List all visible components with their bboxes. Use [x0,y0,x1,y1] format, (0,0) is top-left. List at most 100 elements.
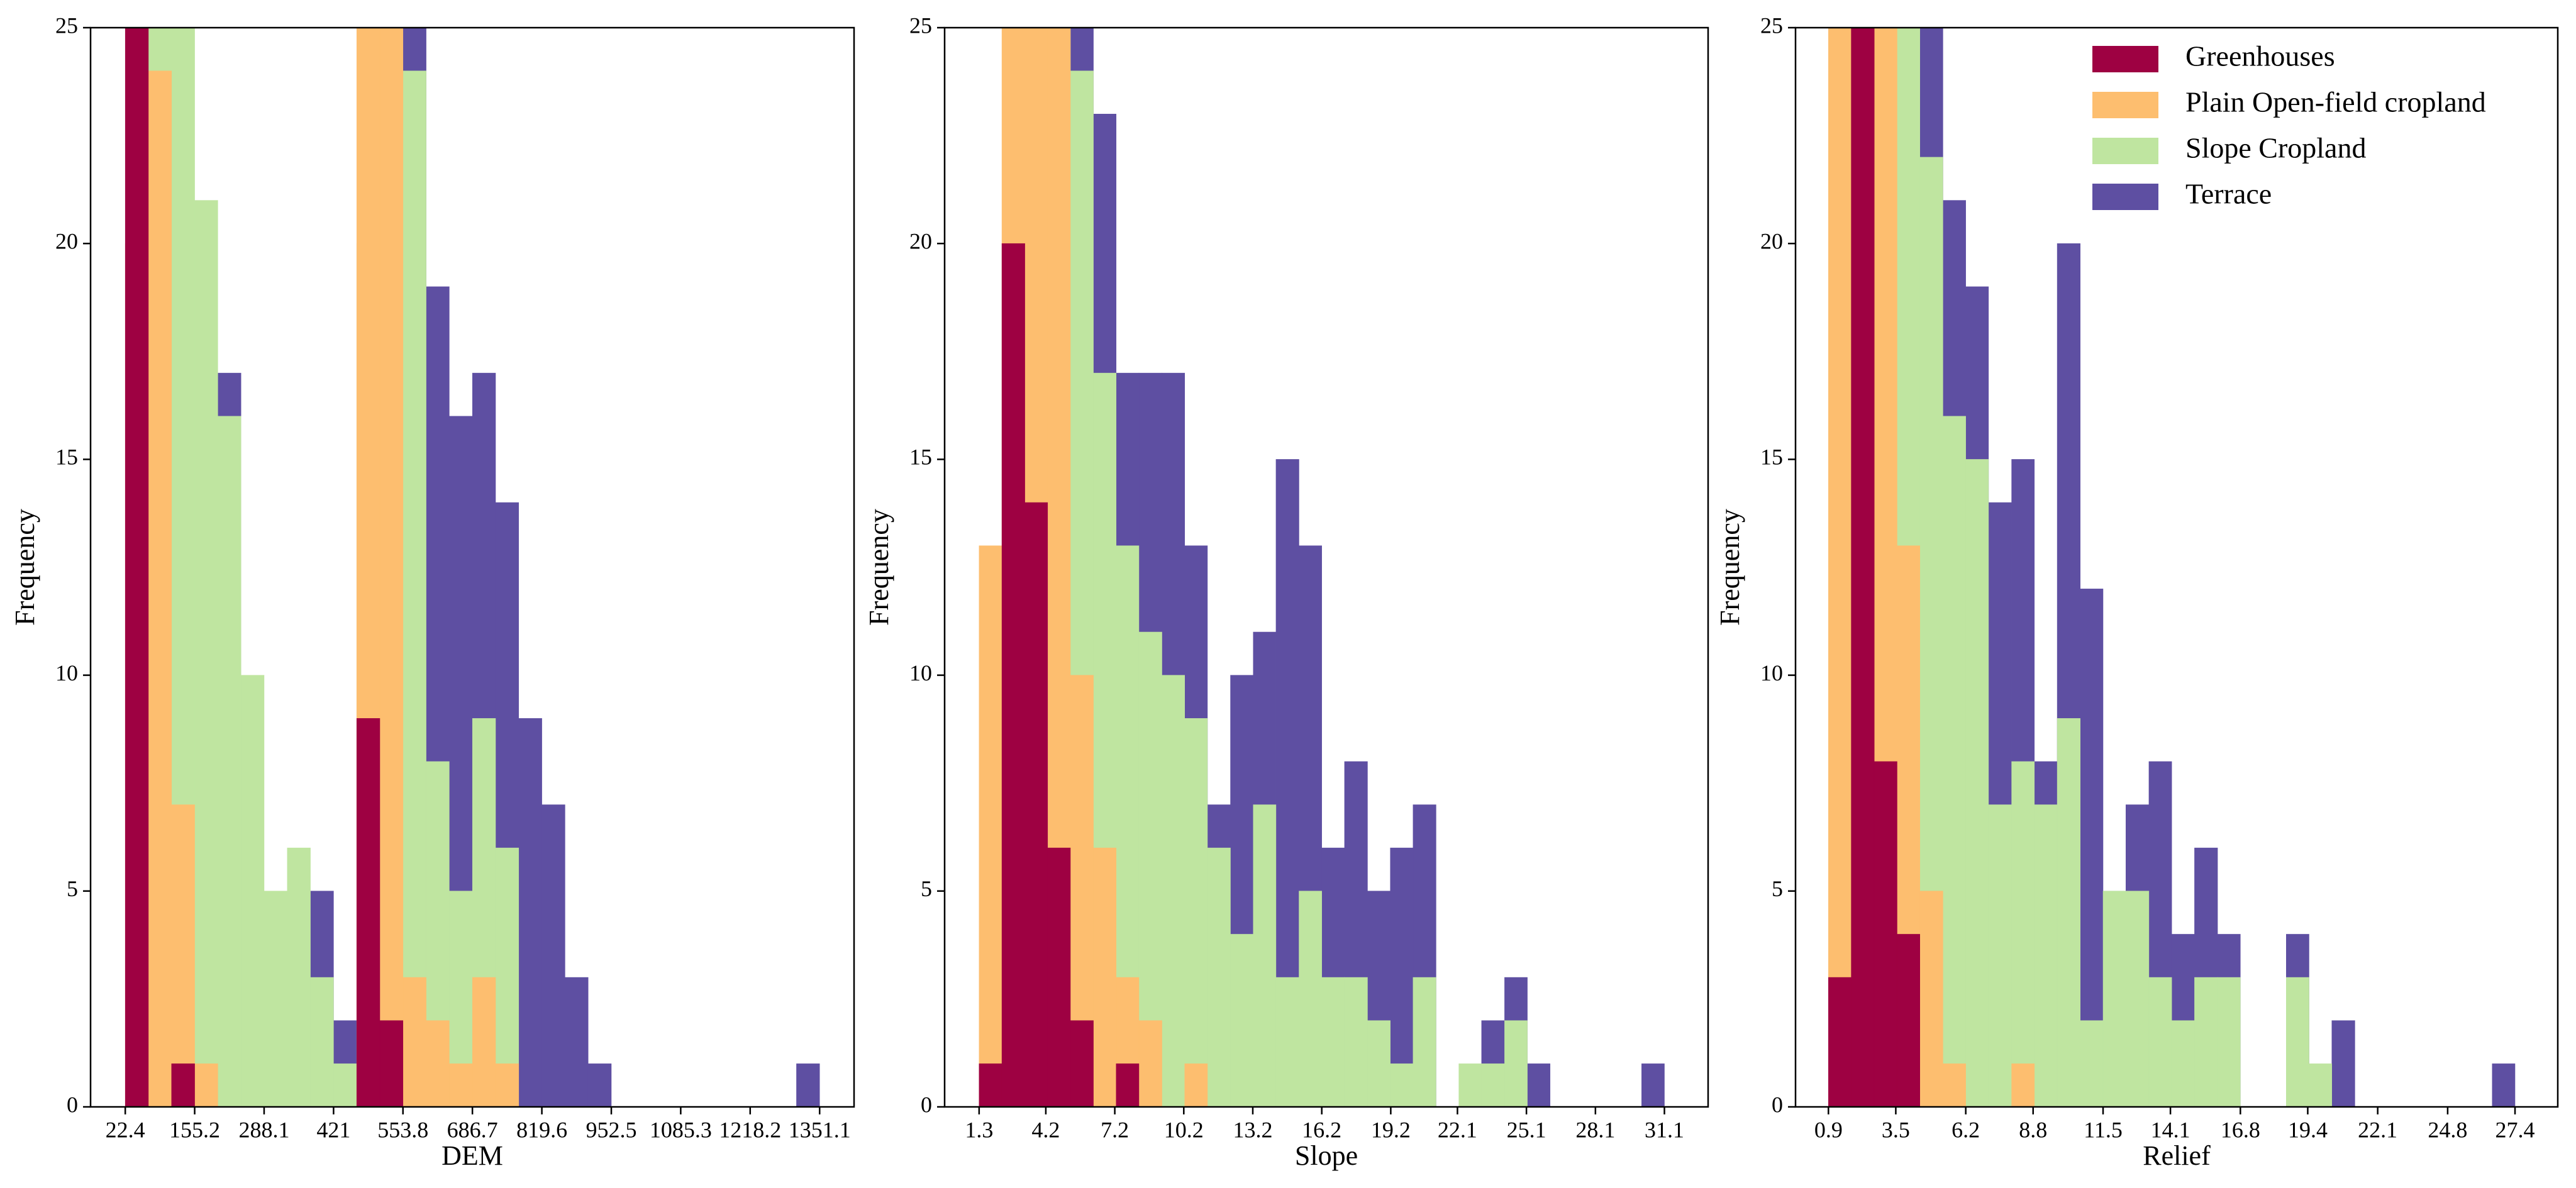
x-tick-label: 1085.3 [650,1117,712,1142]
bar [587,1063,612,1107]
y-tick-label: 0 [67,1092,78,1117]
bar [1851,28,1875,1107]
x-tick-label: 19.2 [1371,1117,1411,1142]
bar [1527,1063,1551,1107]
y-tick-label: 25 [55,13,78,38]
y-axis-label: Frequency [1714,509,1745,626]
bar [426,1020,450,1107]
bar [379,28,404,1107]
x-tick-label: 553.8 [377,1117,428,1142]
bar [1390,1063,1414,1107]
x-tick-label: 1218.2 [719,1117,781,1142]
y-tick-label: 5 [67,876,78,901]
legend-swatch [2092,138,2158,164]
x-tick-label: 686.7 [447,1117,498,1142]
legend-label: Greenhouses [2185,40,2335,72]
y-tick-label: 5 [921,876,932,901]
bar [1458,1063,1482,1107]
x-tick-label: 7.2 [1101,1117,1129,1142]
y-tick-label: 15 [909,445,932,470]
bar [125,28,149,1107]
y-tick-label: 20 [55,228,78,253]
x-axis-label: DEM [441,1140,503,1171]
legend-label: Terrace [2185,178,2272,210]
x-tick-label: 27.4 [2496,1117,2535,1142]
x-tick-label: 819.6 [516,1117,567,1142]
legend-swatch [2092,46,2158,72]
y-tick-label: 20 [909,228,932,253]
bar [2217,977,2241,1107]
x-axis-label: Slope [1295,1140,1358,1171]
bar [1828,977,1852,1107]
x-tick-label: 1.3 [965,1117,993,1142]
bar [171,1063,195,1107]
x-tick-label: 14.1 [2151,1117,2190,1142]
bar [2309,1063,2333,1107]
bar [1184,718,1208,1107]
bar [2057,718,2080,1107]
bar [565,977,589,1107]
y-tick-label: 25 [1760,13,1783,38]
x-tick-label: 3.5 [1882,1117,1910,1142]
x-tick-label: 31.1 [1645,1117,1684,1142]
legend-label: Slope Cropland [2185,132,2366,164]
bar [310,977,334,1107]
bar [194,1063,218,1107]
bar [1897,934,1920,1107]
y-tick-label: 15 [1760,445,1783,470]
bar [1965,459,1989,1107]
bar [194,200,218,1107]
bar [356,718,380,1107]
x-tick-label: 16.2 [1302,1117,1341,1142]
bar [472,977,496,1107]
x-tick-label: 421 [316,1117,350,1142]
y-tick-label: 0 [921,1092,932,1117]
bar [218,416,242,1107]
bar [402,70,426,1107]
x-tick-label: 22.1 [1438,1117,1477,1142]
plot-area [1828,28,2516,1107]
bar [1321,977,1345,1107]
x-tick-label: 4.2 [1031,1117,1060,1142]
bar [1828,28,1852,1107]
bar [449,1063,473,1107]
y-axis-label: Frequency [863,509,894,626]
bar [1001,243,1025,1107]
bar [2080,1020,2104,1107]
x-tick-label: 288.1 [238,1117,289,1142]
bar [287,847,311,1107]
y-tick-label: 15 [55,445,78,470]
bar [1047,847,1071,1107]
bar [1413,977,1436,1107]
x-tick-label: 13.2 [1233,1117,1272,1142]
bar [1093,847,1117,1107]
legend-swatch [2092,184,2158,210]
y-tick-label: 10 [909,660,932,686]
bar [796,1063,820,1107]
bar [148,70,172,1107]
bar [2148,977,2172,1107]
y-tick-label: 10 [55,660,78,686]
y-tick-label: 10 [1760,660,1783,686]
bar [333,1063,357,1107]
bar [979,545,1002,1107]
bar [2331,1020,2355,1107]
x-tick-label: 6.2 [1951,1117,1980,1142]
plot-area [125,28,820,1107]
x-axis-label: Relief [2143,1140,2211,1171]
bar [1988,804,2012,1107]
bar [495,1063,519,1107]
bar [979,1063,1002,1107]
bar [1253,804,1277,1107]
bar [1874,761,1897,1107]
y-axis-label: Frequency [9,509,40,626]
bar [1207,847,1231,1107]
bar [2102,891,2126,1107]
bar [240,675,265,1107]
bar [2011,1063,2035,1107]
axes-frame [1794,26,2559,1108]
bar [518,718,542,1107]
x-tick-label: 19.4 [2288,1117,2328,1142]
x-tick-label: 22.4 [106,1117,145,1142]
